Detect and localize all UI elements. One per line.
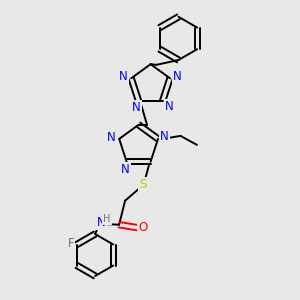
Text: H: H	[103, 214, 111, 224]
Text: N: N	[173, 70, 182, 83]
Text: O: O	[139, 221, 148, 234]
Text: S: S	[140, 178, 147, 191]
Text: N: N	[107, 131, 116, 144]
Text: N: N	[165, 100, 174, 113]
Text: N: N	[121, 163, 130, 176]
Text: N: N	[132, 101, 141, 114]
Text: N: N	[97, 216, 106, 229]
Text: N: N	[119, 70, 128, 83]
Text: F: F	[68, 236, 74, 250]
Text: N: N	[160, 130, 169, 143]
